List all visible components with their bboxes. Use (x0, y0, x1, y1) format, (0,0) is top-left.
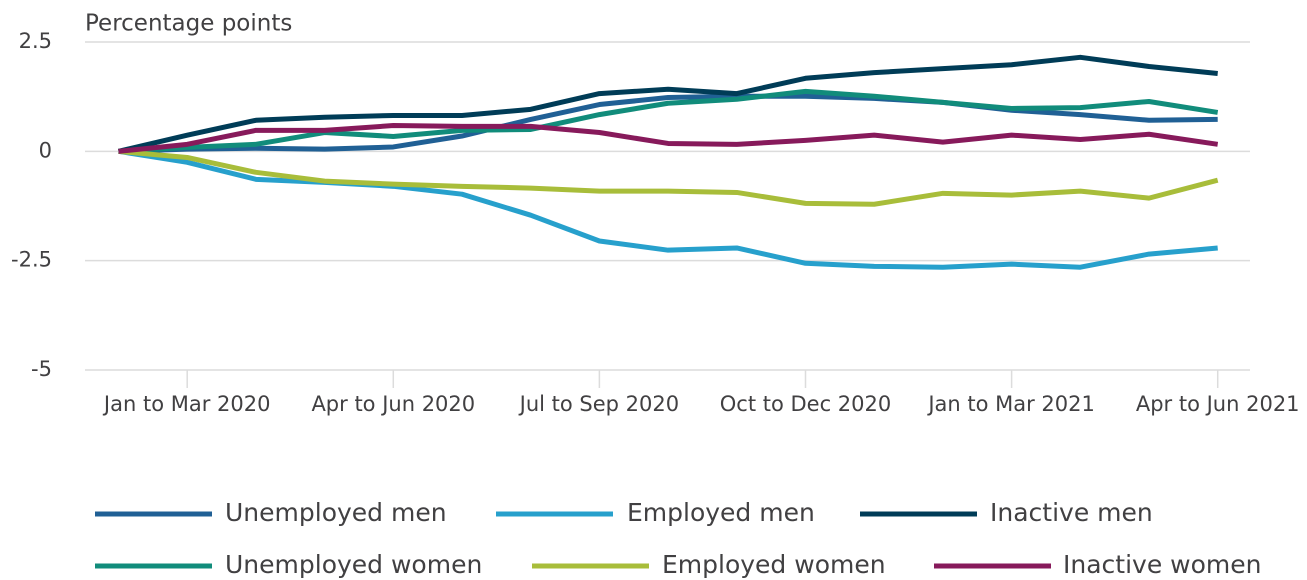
legend-label: Unemployed women (225, 550, 482, 579)
legend-label: Unemployed men (225, 498, 447, 527)
legend-label: Employed women (662, 550, 886, 579)
x-tick-label: Apr to Jun 2021 (1136, 392, 1300, 416)
legend-label: Employed men (627, 498, 815, 527)
x-tick-label: Jan to Mar 2021 (926, 392, 1095, 416)
y-tick-label: -2.5 (11, 248, 52, 272)
series-line (118, 93, 1218, 154)
y-tick-label: -5 (31, 357, 52, 381)
series-line (118, 148, 1218, 270)
x-tick-label: Apr to Jun 2020 (311, 392, 475, 416)
x-tick-label: Oct to Dec 2020 (720, 392, 892, 416)
series-line (118, 123, 1219, 154)
series-line (118, 88, 1219, 154)
x-tick-label: Jul to Sep 2020 (518, 392, 679, 416)
y-tick-label: 0 (39, 138, 52, 162)
x-tick-label: Jan to Mar 2020 (102, 392, 271, 416)
legend-label: Inactive women (1063, 550, 1261, 579)
legend-label: Inactive men (990, 498, 1153, 527)
series-line (117, 54, 1218, 154)
y-axis-label: Percentage points (85, 11, 292, 37)
y-tick-label: 2.5 (19, 29, 52, 53)
series-line (118, 148, 1219, 207)
